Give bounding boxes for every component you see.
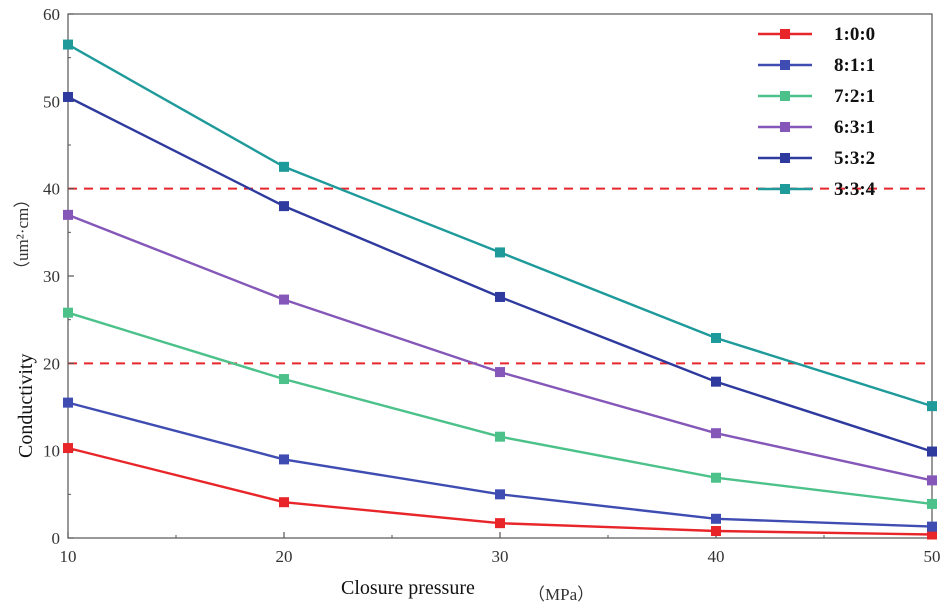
data-point: [495, 518, 505, 529]
data-point: [63, 307, 73, 318]
x-tick-label: 10: [60, 547, 77, 566]
data-point: [495, 247, 505, 258]
data-point: [279, 374, 289, 385]
x-axis-title: Closure pressure: [341, 577, 475, 599]
x-axis-ticks: 10 20 30 40 50: [60, 532, 941, 566]
data-point: [927, 475, 937, 486]
data-point: [63, 209, 73, 220]
data-point: [279, 497, 289, 508]
data-point: [279, 454, 289, 465]
data-point: [927, 529, 937, 540]
legend-label: 5:3:2: [834, 148, 875, 169]
data-point: [495, 431, 505, 442]
y-axis-unit: （um²·cm）: [13, 191, 32, 278]
data-point: [927, 521, 937, 532]
legend-label: 8:1:1: [834, 55, 875, 76]
y-tick-label: 40: [43, 180, 60, 199]
data-point: [63, 39, 73, 50]
data-point: [279, 294, 289, 305]
data-point: [711, 472, 721, 483]
y-tick-label: 0: [52, 529, 61, 548]
data-point: [711, 428, 721, 439]
legend-marker: [780, 91, 790, 101]
x-tick-label: 50: [924, 547, 941, 566]
legend-label: 7:2:1: [834, 86, 875, 107]
legend-marker: [780, 184, 790, 194]
plot-area: [67, 13, 933, 539]
data-point: [711, 526, 721, 537]
y-tick-label: 20: [43, 354, 60, 373]
legend-marker: [780, 153, 790, 163]
data-point: [63, 397, 73, 408]
data-point: [279, 201, 289, 212]
data-point: [495, 367, 505, 378]
x-tick-label: 20: [276, 547, 293, 566]
legend: 1:0:0 8:1:1 7:2:1 6:3:1 5:3:2 3:3:4: [758, 24, 876, 200]
data-point: [927, 498, 937, 509]
legend-marker: [780, 122, 790, 132]
data-point: [495, 291, 505, 302]
y-tick-label: 10: [43, 442, 60, 461]
data-point: [63, 91, 73, 102]
data-point: [495, 489, 505, 500]
legend-marker: [780, 60, 790, 70]
data-point: [279, 161, 289, 172]
y-axis-title: Conductivity: [15, 354, 37, 458]
legend-label: 3:3:4: [834, 179, 876, 200]
data-point: [711, 376, 721, 387]
legend-label: 6:3:1: [834, 117, 875, 138]
data-point: [711, 513, 721, 524]
y-tick-label: 60: [43, 5, 60, 24]
x-tick-label: 30: [492, 547, 509, 566]
series-markers: [63, 39, 937, 540]
x-axis-unit: （MPa）: [528, 585, 594, 604]
legend-marker: [780, 29, 790, 39]
y-tick-label: 50: [43, 92, 60, 111]
x-tick-label: 40: [708, 547, 725, 566]
data-point: [711, 333, 721, 344]
data-point: [927, 446, 937, 457]
data-point: [927, 401, 937, 412]
legend-label: 1:0:0: [834, 24, 875, 45]
y-tick-label: 30: [43, 267, 60, 286]
data-point: [63, 443, 73, 454]
